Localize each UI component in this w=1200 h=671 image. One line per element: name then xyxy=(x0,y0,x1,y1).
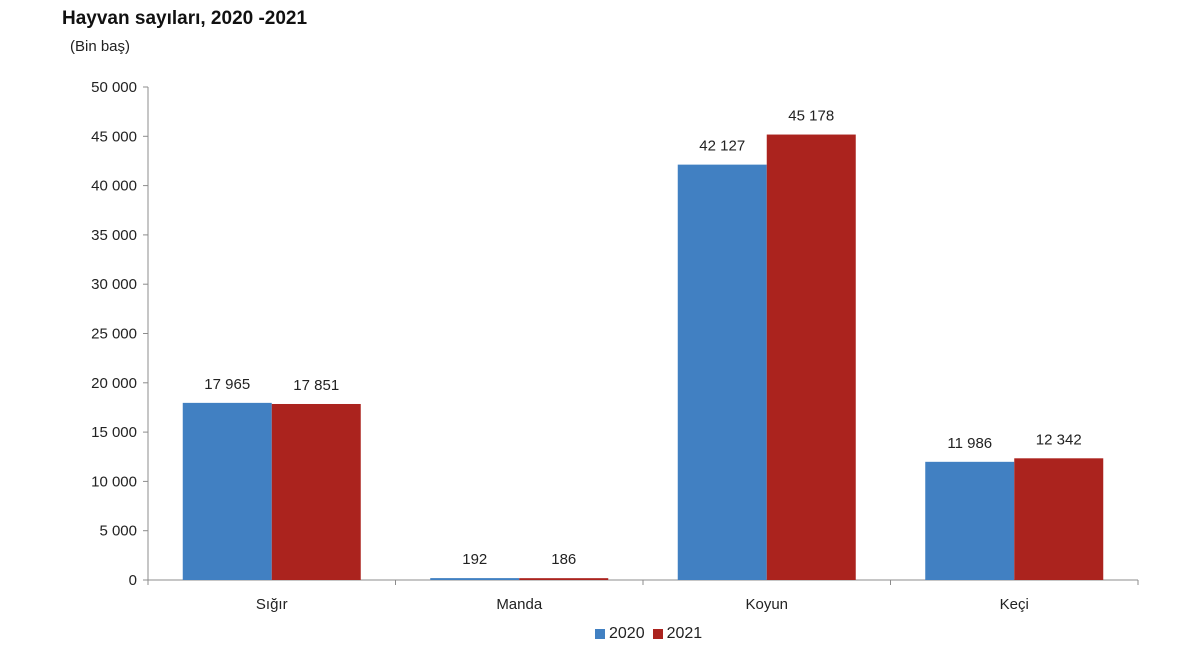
data-label-2020-2: 42 127 xyxy=(699,138,745,155)
legend-label-2020: 2020 xyxy=(609,625,645,642)
bar-2021-0 xyxy=(271,403,361,580)
unit-label: (Bin baş) xyxy=(70,38,131,55)
legend: 2020 2021 xyxy=(595,625,710,643)
y-tick-label: 0 xyxy=(129,572,137,589)
y-tick-label: 15 000 xyxy=(91,424,137,441)
category-label: Koyun xyxy=(745,596,788,613)
legend-item-2021: 2021 xyxy=(652,625,703,643)
bar-2020-0 xyxy=(182,402,272,580)
category-label: Manda xyxy=(496,596,543,613)
bar-2020-1 xyxy=(430,578,520,580)
y-tick-label: 10 000 xyxy=(91,473,137,490)
bar-2020-3 xyxy=(925,461,1015,580)
legend-item-2020: 2020 xyxy=(595,625,645,643)
category-label: Keçi xyxy=(1000,596,1029,613)
data-label-2020-0: 17 965 xyxy=(204,376,250,393)
bar-2021-2 xyxy=(766,134,856,580)
legend-swatch-2020 xyxy=(595,629,605,639)
data-label-2021-1: 186 xyxy=(551,551,576,568)
data-label-2021-0: 17 851 xyxy=(293,377,339,394)
y-tick-label: 30 000 xyxy=(91,276,137,293)
y-tick-label: 25 000 xyxy=(91,326,137,343)
chart-title: Hayvan sayıları, 2020 -2021 xyxy=(62,8,308,29)
category-label: Sığır xyxy=(256,596,288,613)
bar-2021-1 xyxy=(519,578,609,580)
data-label-2021-2: 45 178 xyxy=(788,108,834,125)
y-tick-label: 40 000 xyxy=(91,178,137,195)
bar-2021-3 xyxy=(1014,458,1104,580)
y-tick-label: 50 000 xyxy=(91,79,137,96)
legend-label-2021: 2021 xyxy=(666,625,703,642)
data-label-2020-3: 11 986 xyxy=(947,435,992,452)
y-tick-label: 5 000 xyxy=(99,523,137,540)
data-label-2020-1: 192 xyxy=(462,551,487,568)
data-label-2021-3: 12 342 xyxy=(1036,431,1082,448)
y-tick-label: 20 000 xyxy=(91,375,137,392)
y-tick-label: 35 000 xyxy=(91,227,137,244)
bar-2020-2 xyxy=(677,164,767,580)
y-tick-label: 45 000 xyxy=(91,128,137,145)
legend-swatch-2021 xyxy=(652,629,663,639)
